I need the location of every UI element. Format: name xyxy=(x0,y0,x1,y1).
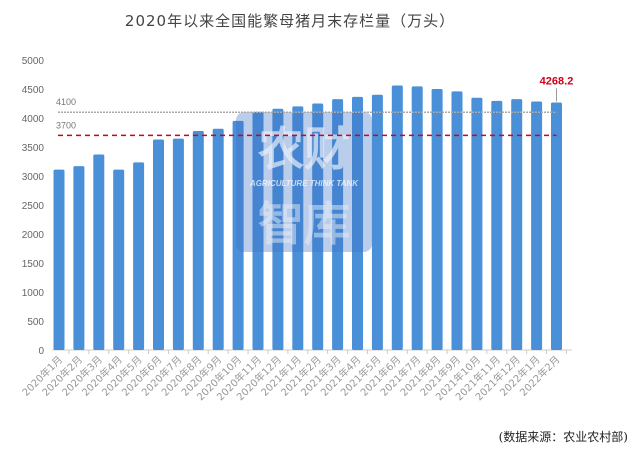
bar xyxy=(212,128,224,350)
bar xyxy=(133,162,145,350)
bar xyxy=(491,100,503,350)
y-tick-label: 3500 xyxy=(22,143,45,154)
bar xyxy=(73,166,85,350)
bar xyxy=(312,103,324,350)
bar xyxy=(232,120,244,351)
bar xyxy=(252,111,264,350)
y-tick-label: 2500 xyxy=(22,201,45,212)
bar xyxy=(531,101,543,350)
bar xyxy=(391,85,403,351)
bar xyxy=(431,89,443,350)
watermark-text: 智库 xyxy=(258,197,350,251)
y-tick-label: 5000 xyxy=(22,56,45,67)
bar xyxy=(511,99,523,351)
watermark-text: AGRICULTURE THINK TANK xyxy=(249,179,359,188)
bar xyxy=(53,169,65,350)
bar xyxy=(352,96,363,350)
reference-line-label: 3700 xyxy=(56,120,76,130)
bar xyxy=(153,139,164,350)
bar xyxy=(371,94,383,350)
reference-line-label: 4100 xyxy=(56,97,76,107)
y-tick-label: 500 xyxy=(27,317,44,328)
bar xyxy=(113,169,125,350)
bar xyxy=(411,86,423,350)
y-tick-label: 2000 xyxy=(22,230,45,241)
bar xyxy=(471,97,483,350)
chart-title: 2020年以来全国能繁母猪月末存栏量（万头） xyxy=(124,12,456,30)
y-tick-label: 4500 xyxy=(22,85,45,96)
bar xyxy=(551,102,562,350)
y-tick-label: 4000 xyxy=(22,114,45,125)
bar xyxy=(192,131,204,350)
data-source: (数据来源：农业农村部) xyxy=(498,430,628,444)
bar xyxy=(451,91,463,350)
bar xyxy=(292,106,304,351)
y-tick-label: 3000 xyxy=(22,172,45,183)
annotation-label: 4268.2 xyxy=(540,75,574,87)
y-tick-label: 0 xyxy=(38,346,44,357)
bar xyxy=(172,138,184,350)
bar xyxy=(332,99,344,351)
y-tick-label: 1500 xyxy=(22,259,45,270)
bar xyxy=(272,108,284,350)
watermark-text: 农财 xyxy=(258,122,350,176)
bar xyxy=(93,154,105,350)
y-tick-label: 1000 xyxy=(22,288,45,299)
watermark-box xyxy=(236,112,372,252)
